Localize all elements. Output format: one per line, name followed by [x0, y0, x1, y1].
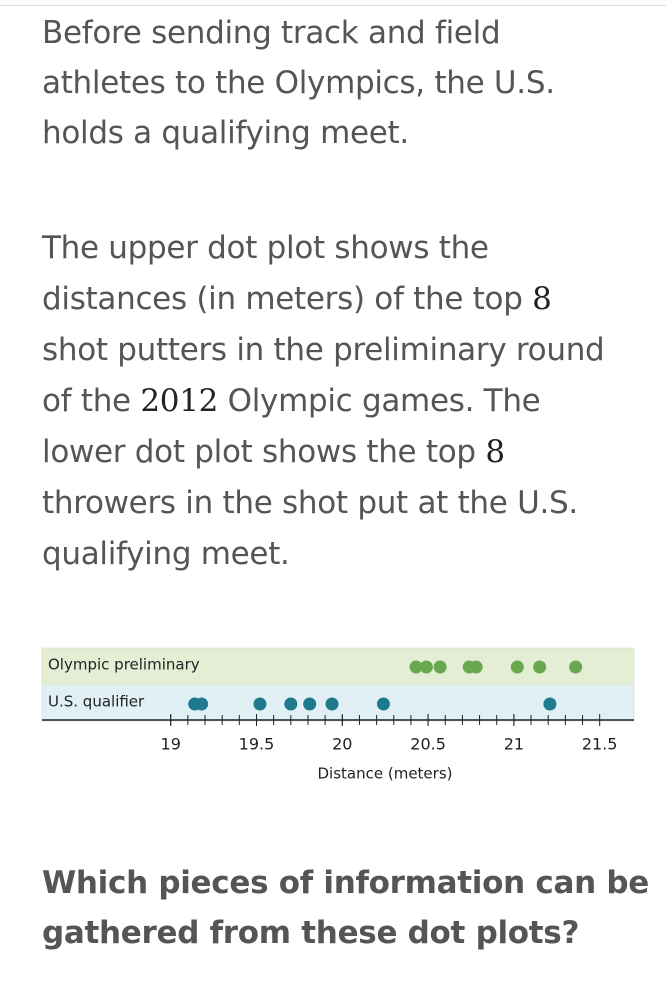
dot-plot: Olympic preliminary U.S. qualifier 19 19.5 2…	[41, 647, 635, 783]
dot	[325, 697, 339, 711]
x-tick-label: 19	[161, 735, 181, 754]
dot	[433, 660, 447, 674]
text-span: The upper dot plot shows the	[42, 230, 489, 266]
dot	[303, 697, 317, 711]
text-span: lower dot plot shows the top	[42, 434, 486, 470]
paragraph-line: athletes to the Olympics, the U.S.	[42, 65, 555, 101]
dot	[284, 697, 298, 711]
paragraph-line: holds a qualifying meet.	[42, 115, 409, 151]
x-tick-label: 21	[504, 735, 524, 754]
dot	[409, 660, 423, 674]
paragraph-line: distances (in meters) of the top 8	[42, 274, 552, 324]
text-span: of the	[42, 383, 141, 419]
question-line: gathered from these dot plots?	[42, 915, 580, 951]
dot	[569, 660, 583, 674]
text-span: distances (in meters) of the top	[42, 281, 533, 317]
x-tick-label: 20.5	[410, 735, 446, 754]
dot	[195, 697, 209, 711]
paragraph-line: The upper dot plot shows the	[42, 223, 489, 273]
paragraph-line: of the 2012 Olympic games. The	[42, 376, 541, 426]
row-label: U.S. qualifier	[48, 693, 145, 711]
text-span: throwers in the shot put at the U.S.	[42, 485, 578, 521]
dot	[510, 660, 524, 674]
x-axis-title: Distance (meters)	[318, 765, 453, 783]
dot	[376, 697, 390, 711]
paragraph-line: throwers in the shot put at the U.S.	[42, 478, 578, 528]
dot	[253, 697, 267, 711]
dot	[533, 660, 547, 674]
math-number: 2012	[140, 383, 219, 419]
text-span: Olympic games. The	[218, 383, 541, 419]
row-label: Olympic preliminary	[48, 656, 200, 674]
text-span: shot putters in the preliminary round	[42, 332, 605, 368]
divider	[0, 5, 666, 6]
paragraph-line: Before sending track and field	[42, 15, 501, 51]
dot	[419, 660, 433, 674]
x-tick-label: 21.5	[582, 735, 618, 754]
math-number: 8	[532, 281, 552, 317]
paragraph-line: shot putters in the preliminary round	[42, 325, 605, 375]
paragraph-line: lower dot plot shows the top 8	[42, 427, 505, 477]
x-tick-label: 20	[332, 735, 352, 754]
text-span: qualifying meet.	[42, 536, 290, 572]
dot	[543, 697, 557, 711]
x-tick-label: 19.5	[239, 735, 275, 754]
dot	[469, 660, 483, 674]
paragraph-line: qualifying meet.	[42, 529, 290, 579]
question-line: Which pieces of information can be	[42, 865, 649, 901]
math-number: 8	[485, 434, 505, 470]
